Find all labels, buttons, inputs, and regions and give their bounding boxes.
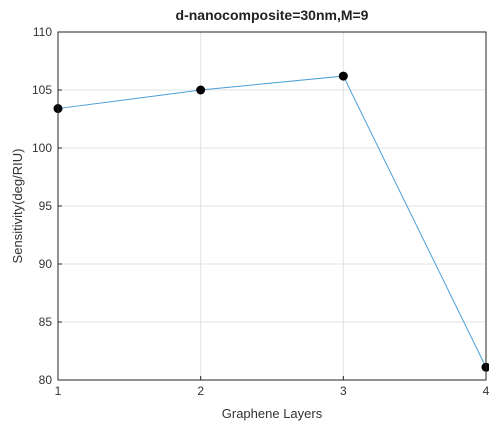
x-tick-label: 3 — [340, 384, 347, 398]
x-tick-label: 1 — [55, 384, 62, 398]
chart-title: d-nanocomposite=30nm,M=9 — [176, 7, 369, 23]
data-point — [481, 362, 489, 372]
y-axis-label: Sensitivity(deg/RIU) — [10, 149, 25, 264]
y-tick-label: 105 — [32, 83, 52, 97]
x-axis-ticks: 1 2 3 4 — [55, 376, 489, 398]
x-tick-label: 2 — [197, 384, 204, 398]
y-axis-ticks: 80 85 90 95 100 105 110 — [32, 25, 62, 387]
y-tick-label: 85 — [39, 315, 53, 329]
data-point — [338, 71, 348, 81]
series-layer — [53, 71, 489, 372]
y-tick-label: 90 — [39, 257, 53, 271]
data-point — [196, 85, 206, 95]
x-tick-label: 4 — [483, 384, 489, 398]
y-tick-label: 95 — [39, 199, 53, 213]
series-line — [57, 75, 487, 368]
x-axis-label: Graphene Layers — [222, 406, 323, 421]
y-tick-label: 80 — [39, 373, 53, 387]
y-tick-label: 100 — [32, 141, 52, 155]
y-tick-label: 110 — [33, 25, 52, 39]
